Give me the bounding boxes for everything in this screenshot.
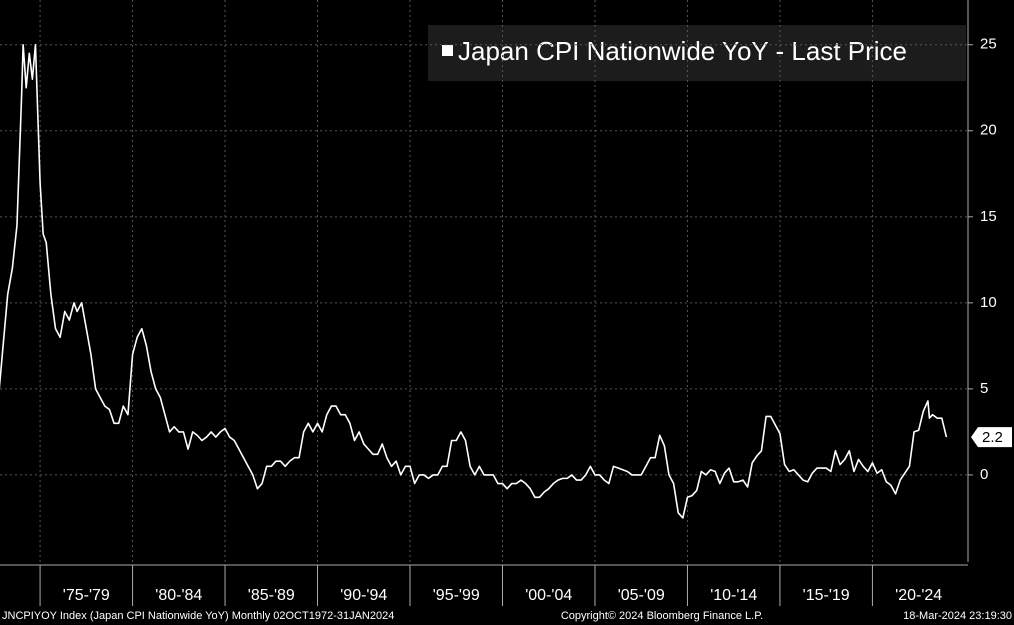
line xyxy=(0,43,948,519)
y-tick-label: 15 xyxy=(980,208,997,225)
x-tick-label: '90-'94 xyxy=(340,587,387,604)
x-tick-label: '15-'19 xyxy=(803,587,850,604)
last-value-box xyxy=(971,427,1012,448)
y-tick-label: 20 xyxy=(980,122,997,139)
x-tick-label: '10-'14 xyxy=(710,587,757,604)
legend-box xyxy=(428,25,966,81)
footer-right: 18-Mar-2024 23:19:30 xyxy=(903,610,1012,622)
y-tick-label: 5 xyxy=(980,380,988,397)
x-tick-label: '00-'04 xyxy=(525,587,572,604)
y-tick-label: 10 xyxy=(980,294,997,311)
y-tick-label: 0 xyxy=(980,466,988,483)
x-tick-label: '75-'79 xyxy=(63,587,110,604)
footer-left: JNCPIYOY Index (Japan CPI Nationwide YoY… xyxy=(2,610,394,622)
x-tick-label: '20-'24 xyxy=(895,587,942,604)
x-tick-label: '80-'84 xyxy=(155,587,202,604)
x-tick-label: '05-'09 xyxy=(618,587,665,604)
last-value-label: 2.2 xyxy=(982,429,1003,446)
x-tick-label: '95-'99 xyxy=(433,587,480,604)
y-tick-label: 25 xyxy=(980,36,997,53)
legend-label: Japan CPI Nationwide YoY - Last Price xyxy=(458,36,907,66)
x-tick-label: '85-'89 xyxy=(248,587,295,604)
footer-center: Copyright© 2024 Bloomberg Finance L.P. xyxy=(561,610,763,622)
legend-swatch xyxy=(442,45,453,56)
